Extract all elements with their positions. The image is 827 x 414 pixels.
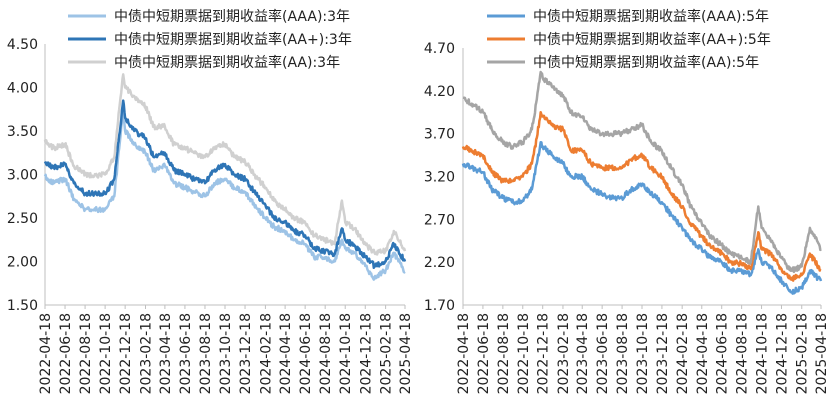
x-tick-label: 2024-02-18 xyxy=(675,313,691,394)
x-tick-label: 2024-08-18 xyxy=(318,313,334,394)
y-tick-label: 3.50 xyxy=(7,124,38,140)
legend-label-1: 中债中短期票据到期收益率(AAA):5年 xyxy=(533,8,769,25)
x-tick-label: 2025-04-18 xyxy=(398,313,414,394)
x-tick-label: 2024-12-18 xyxy=(358,313,374,394)
x-tick-label: 2023-08-18 xyxy=(615,313,631,394)
x-tick-label: 2024-02-18 xyxy=(258,313,274,394)
series-line-3 xyxy=(462,70,822,274)
x-tick-label: 2024-12-18 xyxy=(774,313,790,394)
x-tick-label: 2023-06-18 xyxy=(178,313,194,394)
x-tick-label: 2024-08-18 xyxy=(735,313,751,394)
series-line-2 xyxy=(43,99,407,270)
x-tick-label: 2023-08-18 xyxy=(198,313,214,394)
x-tick-label: 2023-04-18 xyxy=(575,313,591,394)
x-tick-label: 2023-02-18 xyxy=(556,313,572,394)
series-line-1 xyxy=(461,140,823,295)
legend-label-1: 中债中短期票据到期收益率(AAA):3年 xyxy=(114,8,350,25)
x-tick-label: 2022-06-18 xyxy=(58,313,74,394)
x-tick-label: 2023-10-18 xyxy=(218,313,234,394)
series-line-2 xyxy=(461,111,822,282)
y-tick-label: 4.50 xyxy=(7,37,38,53)
x-tick-label: 2022-08-18 xyxy=(496,313,512,394)
y-tick-label: 2.50 xyxy=(7,211,38,227)
x-tick-label: 2022-08-18 xyxy=(78,313,94,394)
y-tick-label: 2.20 xyxy=(424,255,455,271)
x-tick-label: 2024-06-18 xyxy=(715,313,731,394)
legend-label-2: 中债中短期票据到期收益率(AA+):3年 xyxy=(114,31,352,48)
y-tick-label: 3.20 xyxy=(424,170,455,186)
x-tick-label: 2024-10-18 xyxy=(755,313,771,394)
x-tick-label: 2023-06-18 xyxy=(595,313,611,394)
y-tick-label: 4.70 xyxy=(424,41,455,57)
series-line-3 xyxy=(43,73,407,256)
y-tick-label: 4.00 xyxy=(7,81,38,97)
series-line-1 xyxy=(43,108,406,281)
legend-label-3: 中债中短期票据到期收益率(AA):5年 xyxy=(533,54,759,71)
y-tick-label: 4.20 xyxy=(424,84,455,100)
x-tick-label: 2024-10-18 xyxy=(338,313,354,394)
x-tick-label: 2025-04-18 xyxy=(814,313,827,394)
y-tick-label: 3.00 xyxy=(7,168,38,184)
x-tick-label: 2025-02-18 xyxy=(379,313,395,394)
x-tick-label: 2023-02-18 xyxy=(139,313,155,394)
y-tick-label: 1.70 xyxy=(424,298,455,314)
x-tick-label: 2022-10-18 xyxy=(98,313,114,394)
x-tick-label: 2023-12-18 xyxy=(655,313,671,394)
x-tick-label: 2023-04-18 xyxy=(158,313,174,394)
x-tick-label: 2024-04-18 xyxy=(695,313,711,394)
x-tick-label: 2022-12-18 xyxy=(118,313,134,394)
x-tick-label: 2024-06-18 xyxy=(298,313,314,394)
x-tick-label: 2023-10-18 xyxy=(635,313,651,394)
x-tick-label: 2022-04-18 xyxy=(456,313,472,394)
x-tick-label: 2025-02-18 xyxy=(795,313,811,394)
x-tick-label: 2024-04-18 xyxy=(278,313,294,394)
x-tick-label: 2023-12-18 xyxy=(238,313,254,394)
legend-label-2: 中债中短期票据到期收益率(AA+):5年 xyxy=(533,31,771,48)
legend-label-3: 中债中短期票据到期收益率(AA):3年 xyxy=(114,54,340,71)
y-tick-label: 3.70 xyxy=(424,127,455,143)
x-tick-label: 2022-06-18 xyxy=(476,313,492,394)
y-tick-label: 2.70 xyxy=(424,212,455,228)
y-tick-label: 1.50 xyxy=(7,298,38,314)
x-tick-label: 2022-04-18 xyxy=(38,313,54,394)
y-tick-label: 2.00 xyxy=(7,255,38,271)
x-tick-label: 2022-12-18 xyxy=(536,313,552,394)
x-tick-label: 2022-10-18 xyxy=(516,313,532,394)
